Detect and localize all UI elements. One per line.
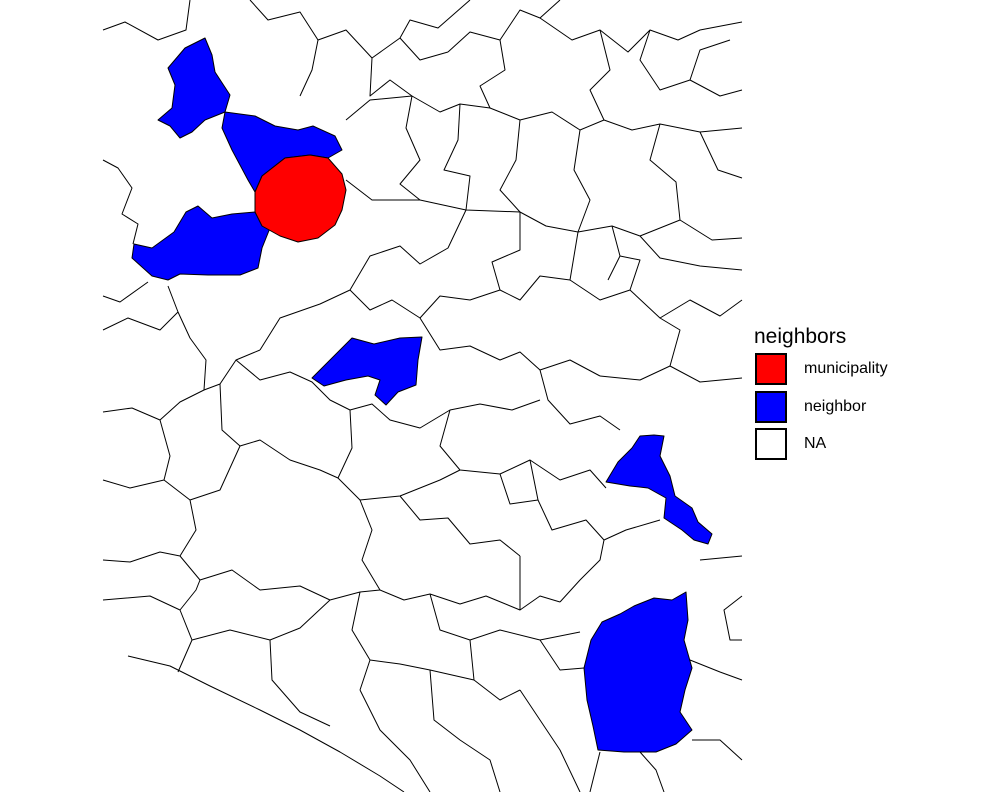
legend-swatch-neighbor (755, 390, 787, 423)
municipality-region (254, 154, 347, 243)
map-legend: neighbors municipality neighbor NA (754, 322, 888, 465)
highlighted-units (131, 37, 713, 753)
legend-swatch-na (755, 428, 787, 460)
neighbor-region (311, 336, 423, 406)
neighbor-region (131, 205, 271, 281)
legend-title: neighbors (754, 325, 847, 348)
legend-label-municipality: municipality (804, 360, 888, 377)
legend-label-na: NA (804, 435, 827, 452)
neighbor-region (583, 591, 693, 753)
legend-item-municipality: municipality (754, 352, 888, 390)
legend-item-neighbor: neighbor (754, 390, 866, 428)
legend-swatch-municipality (755, 353, 787, 385)
municipality-borders (102, 0, 743, 792)
legend-label-neighbor: neighbor (804, 397, 867, 415)
neighbor-region (605, 434, 713, 545)
legend-item-na: NA (754, 427, 846, 465)
neighbor-region (157, 37, 231, 139)
